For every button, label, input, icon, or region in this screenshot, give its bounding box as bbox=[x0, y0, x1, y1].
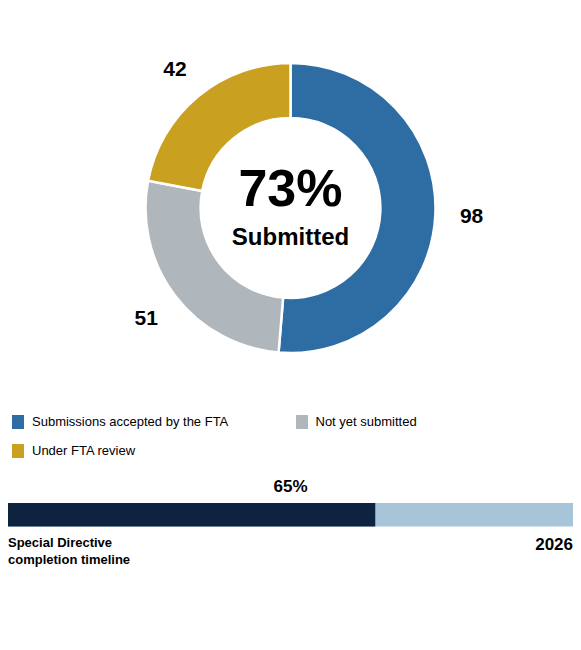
svg-text:98: 98 bbox=[460, 204, 484, 227]
html-text:Submissions accepted by the FT: Submissions accepted by the FTA bbox=[32, 414, 229, 429]
html-text:Not yet submitted: Not yet submitted bbox=[315, 414, 417, 429]
html-text:73%: 73% bbox=[238, 159, 343, 217]
html-text:65%: 65% bbox=[273, 477, 308, 496]
html-text:Special Directive completion t: Special Directive completion timeline bbox=[8, 535, 131, 567]
html-text:Submitted: Submitted bbox=[231, 223, 350, 250]
svg-text:51: 51 bbox=[134, 306, 158, 329]
svg-text:42: 42 bbox=[163, 57, 186, 80]
html-text:Under FTA review: Under FTA review bbox=[32, 443, 136, 458]
html-text:2026: 2026 bbox=[535, 535, 573, 554]
